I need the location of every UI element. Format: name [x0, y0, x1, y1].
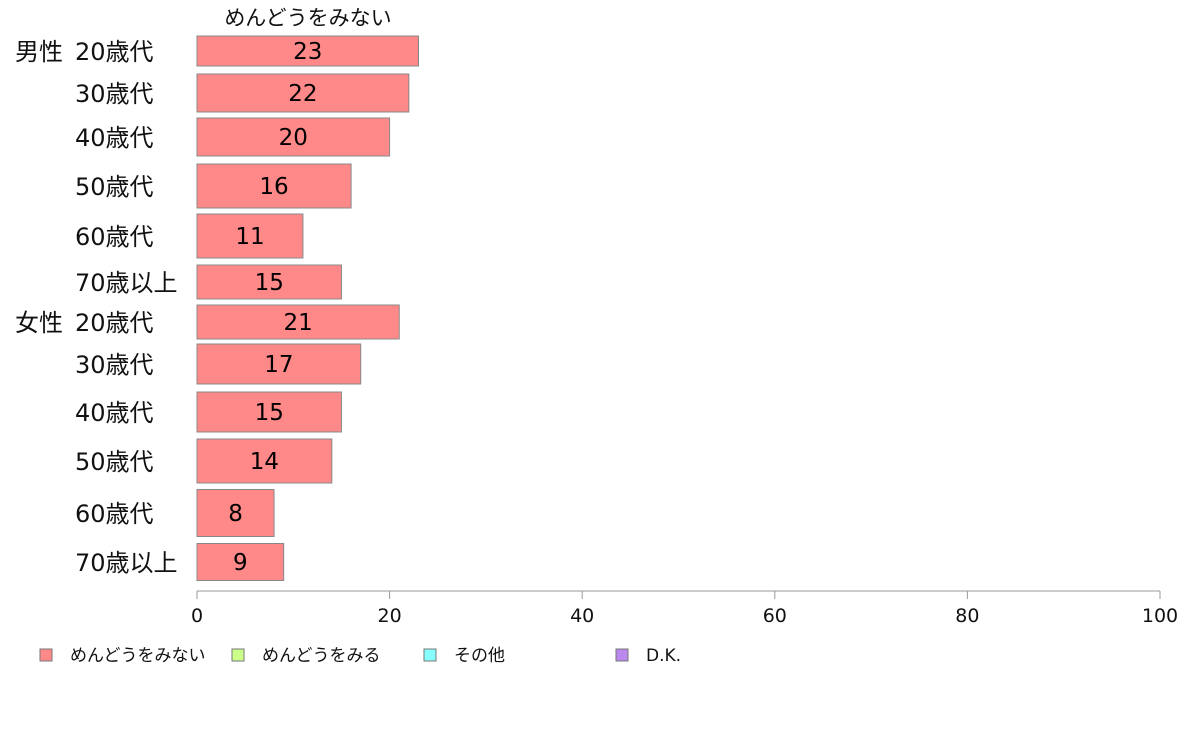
bar — [196, 163, 352, 209]
x-tick-label: 60 — [763, 605, 787, 627]
value-label: 9 — [233, 550, 248, 576]
legend-label: めんどうをみる — [262, 646, 381, 666]
legend: めんどうをみない めんどうをみる その他 D.K. — [39, 646, 681, 666]
value-label: 22 — [288, 81, 317, 107]
bar — [196, 117, 391, 157]
category-label: 40歳代 — [75, 399, 154, 427]
value-label: 8 — [228, 501, 243, 527]
value-label: 14 — [250, 449, 279, 475]
legend-label: めんどうをみない — [70, 646, 206, 666]
bar — [196, 489, 275, 537]
x-tick-label: 20 — [378, 605, 402, 627]
legend-label: D.K. — [646, 646, 681, 666]
value-label: 21 — [283, 310, 312, 336]
bar — [196, 343, 362, 385]
bar — [196, 213, 304, 259]
legend-swatch — [615, 648, 629, 662]
x-tick-label: 100 — [1142, 605, 1178, 627]
category-label: 20歳代 — [75, 38, 154, 66]
legend-label: その他 — [454, 646, 505, 666]
x-tick-label: 80 — [955, 605, 979, 627]
legend-swatch — [231, 648, 245, 662]
group-label: 女性 — [15, 309, 63, 337]
series-title: めんどうをみない — [224, 6, 391, 30]
bars-layer: 23 22 20 16 11 15 21 17 15 14 8 9 — [196, 35, 419, 581]
category-label: 30歳代 — [75, 351, 154, 379]
category-label: 20歳代 — [75, 309, 154, 337]
category-label: 60歳代 — [75, 500, 154, 528]
bar — [196, 304, 400, 340]
category-label: 70歳以上 — [75, 549, 178, 577]
value-label: 17 — [264, 352, 293, 378]
category-label: 70歳以上 — [75, 269, 178, 297]
value-label: 23 — [293, 39, 322, 65]
bar — [196, 391, 342, 433]
x-tick-label: 40 — [570, 605, 594, 627]
category-label: 30歳代 — [75, 80, 154, 108]
x-axis: 0 20 40 60 80 100 — [191, 590, 1178, 627]
legend-swatch — [423, 648, 437, 662]
category-label: 60歳代 — [75, 223, 154, 251]
bar — [196, 438, 333, 484]
bar — [196, 543, 285, 581]
category-label: 50歳代 — [75, 173, 154, 201]
value-label: 15 — [255, 270, 284, 296]
value-label: 16 — [259, 174, 288, 200]
value-label: 15 — [255, 400, 284, 426]
legend-swatch — [39, 648, 53, 662]
x-tick-label: 0 — [191, 605, 203, 627]
category-label: 40歳代 — [75, 124, 154, 152]
value-label: 11 — [235, 224, 264, 250]
bar — [196, 264, 342, 300]
bar — [196, 73, 410, 113]
group-label: 男性 — [15, 38, 63, 66]
bar — [196, 35, 419, 67]
category-label: 50歳代 — [75, 448, 154, 476]
value-label: 20 — [279, 125, 308, 151]
